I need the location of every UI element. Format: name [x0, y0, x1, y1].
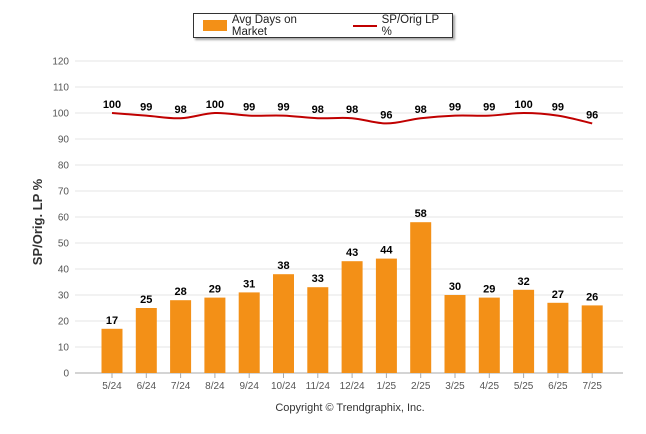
y-tick-label: 60 [58, 213, 70, 224]
line-data-label: 98 [312, 104, 324, 116]
y-tick-label: 40 [58, 265, 70, 276]
x-tick-label: 7/24 [171, 381, 191, 392]
bar-data-label: 28 [174, 286, 186, 298]
bar-data-label: 27 [552, 289, 564, 301]
bar [204, 297, 226, 373]
line-data-label: 100 [103, 99, 121, 111]
x-tick-label: 10/24 [271, 381, 296, 392]
y-tick-label: 90 [58, 135, 70, 146]
line-data-label: 99 [483, 102, 495, 114]
x-tick-label: 12/24 [340, 381, 365, 392]
bar-data-label: 58 [415, 208, 427, 220]
series-line [111, 111, 593, 125]
bar [101, 328, 123, 373]
x-tick-label: 4/25 [480, 381, 500, 392]
bar [444, 295, 466, 373]
y-tick-label: 70 [58, 187, 70, 198]
bar-data-label: 44 [380, 245, 393, 257]
y-tick-label: 30 [58, 291, 70, 302]
x-tick-label: 8/24 [205, 381, 225, 392]
line-data-label: 99 [243, 102, 255, 114]
x-tick-label: 11/24 [306, 381, 331, 392]
line-data-label: 96 [380, 109, 392, 121]
y-tick-label: 120 [52, 57, 69, 68]
bar [581, 305, 603, 373]
line-data-label: 99 [140, 102, 152, 114]
bar [273, 274, 294, 373]
y-tick-label: 10 [58, 343, 70, 354]
bar-data-label: 30 [449, 281, 461, 293]
line-data-label: 98 [415, 104, 427, 116]
legend-item-sp-orig-lp: SP/Orig LP % [335, 14, 452, 38]
legend: Avg Days on Market SP/Orig LP % [193, 13, 453, 38]
bar [375, 258, 397, 373]
x-tick-label: 3/25 [445, 381, 465, 392]
y-tick-label: 110 [53, 83, 69, 94]
bar [307, 287, 329, 373]
bar-data-label: 38 [277, 260, 289, 272]
y-axis-label: SP/Orig. LP % [30, 178, 45, 265]
bar [547, 302, 569, 373]
line-data-label: 96 [586, 109, 598, 121]
y-tick-label: 100 [52, 109, 69, 120]
bar-data-label: 29 [209, 284, 221, 296]
axes: 0 10 20 30 40 50 60 70 80 90 100 110 120 5/24 6/24 7/24… [52, 57, 623, 392]
bar [341, 261, 363, 373]
x-tick-label: 2/25 [411, 381, 431, 392]
bar [410, 222, 432, 373]
legend-label-sp-orig-lp: SP/Orig LP % [381, 13, 439, 38]
y-tick-label: 0 [63, 369, 69, 380]
x-tick-label: 6/25 [548, 381, 568, 392]
bar-data-label: 25 [140, 294, 152, 306]
bar-data-label: 17 [106, 315, 118, 327]
copyright-text: Copyright © Trendgraphix, Inc. [275, 402, 425, 414]
bar-data-label: 32 [517, 276, 529, 288]
line-data-label: 99 [277, 102, 289, 114]
bar [513, 289, 535, 373]
line-series [111, 111, 593, 125]
y-tick-label: 80 [58, 161, 70, 172]
x-tick-label: 1/25 [377, 381, 397, 392]
x-tick-label: 7/25 [582, 381, 602, 392]
bar [478, 297, 500, 373]
line-data-label: 98 [174, 104, 186, 116]
line-data-label: 99 [552, 102, 564, 114]
line-data-label: 99 [449, 102, 461, 114]
x-tick-label: 6/24 [137, 381, 157, 392]
y-tick-label: 20 [58, 317, 70, 328]
bar-data-label: 43 [346, 247, 358, 259]
bar-data-label: 31 [243, 278, 255, 290]
x-tick-label: 9/24 [239, 381, 259, 392]
line-data-label: 100 [514, 99, 532, 111]
bar [238, 292, 260, 373]
bar-data-label: 29 [483, 284, 495, 296]
legend-bar-swatch [203, 20, 227, 31]
legend-label-days-on-market: Avg Days on Market [231, 13, 297, 38]
legend-item-days-on-market: Avg Days on Market [194, 14, 335, 38]
bar [135, 308, 157, 373]
bar-series [101, 222, 603, 373]
x-tick-label: 5/24 [102, 381, 122, 392]
y-tick-label: 50 [58, 239, 70, 250]
line-data-label: 98 [346, 104, 358, 116]
line-data-label: 100 [206, 99, 224, 111]
x-tick-label: 5/25 [514, 381, 534, 392]
bar-data-label: 33 [312, 273, 324, 285]
bar [170, 300, 192, 373]
bar-data-label: 26 [586, 291, 598, 303]
data-labels: 17 25 28 29 31 38 33 43 44 58 30 29 32 27 26 100 99 98 100… [103, 99, 599, 327]
legend-line-swatch [352, 24, 377, 27]
